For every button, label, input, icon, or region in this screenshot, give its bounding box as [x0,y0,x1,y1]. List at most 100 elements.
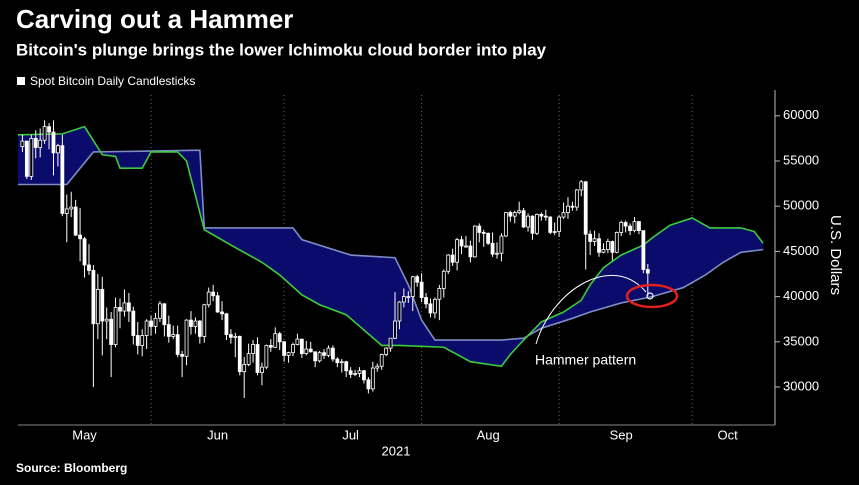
candle-body [95,288,100,325]
candle-body [322,352,326,356]
cloud-border [17,125,764,368]
candle-body [202,304,207,337]
candle-body [370,367,375,390]
candle-body [33,137,38,148]
candle-body [42,126,47,141]
candle-body [499,235,504,254]
annotation-group: Hammer pattern [535,274,679,368]
candle-body [433,298,437,314]
candle-body [539,213,544,217]
candle-body [317,352,322,362]
candle-body [592,238,597,242]
candle-body [193,320,198,327]
candle-body [171,334,176,337]
candle-body [437,288,442,300]
candle-body [122,302,127,312]
candle-body [87,264,91,271]
candle-body [291,344,295,354]
candle-body [126,302,131,312]
candle-body [308,348,313,353]
cloud-fill [18,126,764,367]
candle-body [273,333,278,348]
candle-body [144,320,149,336]
candle-body [224,313,229,335]
legend-swatch [17,77,25,85]
candle-body [503,212,508,237]
candle-body [295,338,300,345]
candle-body [619,222,624,233]
annotation-arrow [535,274,647,345]
candle-body [246,353,251,365]
candle-body [228,334,233,338]
candle-body [388,337,393,349]
candle-body [251,344,255,354]
candle-body [641,230,646,270]
candle-body [100,288,105,322]
chart-subtitle: Bitcoin's plunge brings the lower Ichimo… [16,40,547,59]
annotation-ellipse [625,283,679,309]
candle-body [419,281,424,298]
y-tick-label: 50000 [783,198,819,213]
candle-body [326,347,331,356]
candle-body [535,213,539,234]
candle-body [415,276,420,283]
annotation-dot [646,292,654,300]
candle-body [313,351,318,362]
y-axis-label: U.S. Dollars [827,215,844,295]
y-tick-label: 35000 [783,333,819,348]
candle-body [614,232,619,253]
candle-body [56,145,60,154]
candle-body [233,335,238,338]
candle-body [543,215,548,218]
candle-body [610,241,615,253]
candle-body [78,234,82,240]
candle-body [645,269,650,274]
candle-body [570,205,575,208]
y-tick-label: 30000 [783,378,819,393]
candle-body [486,232,491,244]
candle-body [20,140,25,147]
candle-body [344,361,349,372]
candle-body [357,370,362,374]
source: Source: Bloomberg [16,461,127,475]
candle-body [64,208,69,214]
plot-area: May Jun Jul Aug Sep Oct 30000 35000 40000 45000 50… [17,90,819,442]
candle-body [601,249,606,253]
x-axis-label: 2021 [382,443,411,458]
candle-body [552,231,557,233]
candle-body [512,212,517,217]
x-tick-label: Aug [477,427,500,442]
candle-body [508,212,513,217]
candle-body [490,242,495,255]
candle-body [441,270,446,289]
candle-body [366,379,371,390]
candle-body [605,241,610,251]
candle-body [166,324,171,337]
x-tick-label: Jul [342,427,359,442]
candle-body [135,335,140,346]
candle-body [517,210,522,213]
candle-body [348,370,353,375]
candle-body [180,354,185,357]
x-tick-label: Oct [718,427,739,442]
candle-body [211,291,216,297]
candle-body [69,206,74,210]
candle-body [184,319,189,357]
candle-body [242,364,247,373]
candle-body [548,216,553,233]
x-tick-label: May [72,427,97,442]
candle-body [481,232,486,234]
candle-body [24,140,29,177]
candle-body [299,338,304,354]
candle-body [47,126,51,133]
candle-body [158,303,162,319]
candle-body [362,370,366,381]
candle-body [331,347,335,360]
candle-body [29,137,34,177]
candle-body [140,335,145,346]
candle-body [583,181,588,235]
candle-body [495,252,499,255]
candle-body [220,311,224,315]
candle-body [597,238,601,253]
